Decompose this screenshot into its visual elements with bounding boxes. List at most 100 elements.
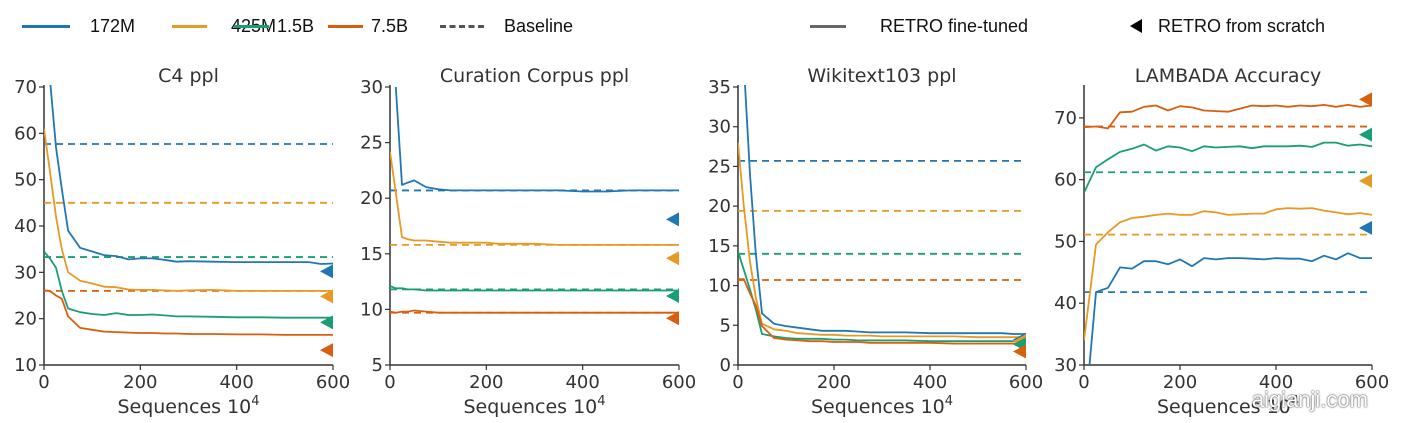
y-tick-label: 30	[1054, 355, 1077, 376]
retro-from-scratch-marker-172m-c4-ppl	[320, 264, 333, 279]
legend-item-172m: 172M	[22, 14, 135, 38]
x-axis-label-curation-corpus-ppl: Sequences 104	[463, 394, 605, 418]
legend-item-retro-from-scratch: RETRO from scratch	[1130, 14, 1325, 38]
legend-label: RETRO from scratch	[1158, 15, 1326, 36]
x-axis-label-wikitext103-ppl: Sequences 104	[811, 394, 953, 418]
series-line-425m-c4-ppl	[44, 128, 333, 292]
retro-from-scratch-marker-172m-lambada-accuracy	[1359, 220, 1372, 235]
x-tick-label: 400	[1259, 372, 1293, 393]
series-line-425m-wikitext103-ppl	[738, 142, 1026, 339]
legend-label: Baseline	[504, 15, 574, 36]
chart-title-wikitext103-ppl: Wikitext103 ppl	[807, 65, 956, 87]
x-tick-label: 600	[1009, 372, 1043, 393]
retro-from-scratch-marker-1-5b-curation-corpus-ppl	[666, 289, 679, 304]
y-tick-label: 40	[14, 216, 37, 237]
series-line-7-5b-curation-corpus-ppl	[390, 309, 679, 314]
x-tick-label: 0	[38, 372, 49, 393]
retro-from-scratch-marker-7-5b-lambada-accuracy	[1359, 92, 1372, 107]
y-tick-label: 50	[1054, 231, 1077, 252]
retro-from-scratch-marker-7-5b-wikitext103-ppl	[1013, 344, 1026, 359]
retro-from-scratch-marker-425m-lambada-accuracy	[1359, 173, 1372, 188]
legend-swatch-7-5b	[328, 24, 363, 28]
x-tick-label: 200	[123, 372, 157, 393]
legend-swatch-1-5b	[234, 24, 269, 28]
series-line-172m-wikitext103-ppl	[744, 85, 1026, 335]
x-tick-label: 600	[662, 372, 696, 393]
series-line-1-5b-lambada-accuracy	[1084, 141, 1373, 193]
x-tick-label: 200	[1163, 372, 1197, 393]
y-tick-label: 20	[14, 309, 37, 330]
series-line-172m-c4-ppl	[49, 85, 334, 265]
y-tick-label: 5	[720, 315, 731, 336]
legend: 172M 425M 1.5B 7.5B Baseline RETRO fine-…	[0, 0, 1404, 52]
series-line-1-5b-c4-ppl	[44, 250, 333, 319]
legend-item-7-5b: 7.5B	[328, 14, 408, 38]
y-tick-label: 20	[360, 188, 383, 209]
y-tick-label: 50	[14, 170, 37, 191]
retro-from-scratch-marker-425m-c4-ppl	[320, 289, 333, 304]
y-tick-label: 30	[360, 77, 383, 98]
legend-label: 172M	[90, 15, 136, 36]
series-line-7-5b-c4-ppl	[44, 289, 333, 336]
y-tick-label: 20	[708, 196, 731, 217]
x-tick-label: 400	[913, 372, 947, 393]
x-tick-label: 600	[1355, 372, 1389, 393]
y-tick-label: 70	[1054, 108, 1077, 129]
retro-from-scratch-marker-425m-curation-corpus-ppl	[666, 251, 679, 266]
y-tick-label: 60	[1054, 170, 1077, 191]
y-tick-label: 35	[708, 77, 731, 98]
x-tick-label: 400	[219, 372, 253, 393]
y-tick-label: 70	[14, 77, 37, 98]
y-tick-label: 10	[14, 355, 37, 376]
series-line-425m-curation-corpus-ppl	[390, 151, 679, 246]
series-line-1-5b-wikitext103-ppl	[738, 251, 1026, 343]
retro-from-scratch-marker-172m-curation-corpus-ppl	[666, 212, 679, 227]
legend-item-retro-fine-tuned: RETRO fine-tuned	[810, 14, 1028, 38]
x-tick-label: 400	[565, 372, 599, 393]
series-line-172m-lambada-accuracy	[1088, 252, 1372, 365]
watermark: aigianji.com	[1251, 387, 1368, 412]
retro-from-scratch-marker-1-5b-lambada-accuracy	[1359, 127, 1372, 142]
chart-title-c4-ppl: C4 ppl	[158, 65, 219, 87]
legend-label: RETRO fine-tuned	[880, 15, 1029, 36]
y-tick-label: 25	[360, 133, 383, 154]
x-axis-label-c4-ppl: Sequences 104	[117, 394, 259, 418]
x-tick-label: 0	[384, 372, 395, 393]
x-tick-label: 600	[316, 372, 350, 393]
series-line-425m-lambada-accuracy	[1084, 207, 1373, 341]
legend-label: 1.5B	[277, 15, 315, 36]
y-tick-label: 40	[1054, 293, 1077, 314]
legend-swatch-172m	[22, 24, 70, 28]
y-tick-label: 15	[708, 236, 731, 257]
retro-from-scratch-marker-7-5b-c4-ppl	[320, 343, 333, 358]
triangle-marker-icon	[1130, 19, 1142, 33]
x-tick-label: 0	[732, 372, 743, 393]
x-tick-label: 200	[817, 372, 851, 393]
series-line-7-5b-wikitext103-ppl	[738, 278, 1026, 345]
legend-item-baseline: Baseline	[440, 14, 573, 38]
series-line-172m-curation-corpus-ppl	[394, 86, 679, 193]
legend-swatch-425m	[172, 24, 207, 28]
y-tick-label: 25	[708, 156, 731, 177]
y-tick-label: 30	[14, 262, 37, 283]
series-line-7-5b-lambada-accuracy	[1084, 104, 1373, 130]
retro-from-scratch-marker-7-5b-curation-corpus-ppl	[666, 311, 679, 326]
retro-from-scratch-marker-1-5b-c4-ppl	[320, 315, 333, 330]
x-tick-label: 200	[469, 372, 503, 393]
chart-title-curation-corpus-ppl: Curation Corpus ppl	[440, 65, 629, 87]
y-tick-label: 10	[708, 276, 731, 297]
x-axis-label-lambada-accuracy: Sequences 104	[1157, 394, 1299, 418]
legend-item-1-5b: 1.5B	[234, 14, 314, 38]
y-tick-label: 10	[360, 299, 383, 320]
series-line-1-5b-curation-corpus-ppl	[390, 285, 679, 292]
legend-swatch-baseline-dashed	[440, 24, 484, 28]
x-tick-label: 0	[1078, 372, 1089, 393]
y-tick-label: 15	[360, 244, 383, 265]
y-tick-label: 60	[14, 123, 37, 144]
chart-title-lambada-accuracy: LAMBADA Accuracy	[1135, 65, 1322, 87]
y-tick-label: 30	[708, 117, 731, 138]
legend-label: 7.5B	[371, 15, 409, 36]
y-tick-label: 5	[372, 355, 383, 376]
legend-swatch-fine-tuned	[810, 24, 846, 28]
